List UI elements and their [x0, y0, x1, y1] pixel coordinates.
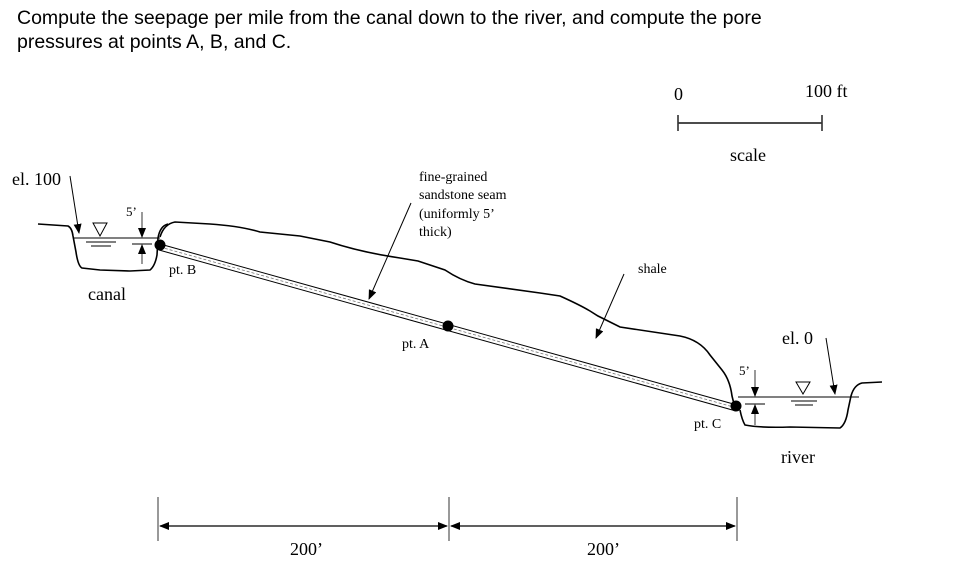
svg-text:thick): thick) [419, 225, 452, 240]
canal-depth-label: 5’ [126, 204, 137, 219]
dimension-lines: 200’ 200’ [157, 497, 738, 559]
seam-label: fine-grained sandstone seam (uniformly 5… [368, 170, 507, 300]
point-b-label: pt. B [169, 263, 196, 278]
shale-label: shale [638, 262, 667, 277]
river-label: river [781, 447, 815, 467]
svg-text:sandstone seam: sandstone seam [419, 188, 507, 203]
canal-elevation-label: el. 100 [12, 169, 61, 189]
svg-text:fine-grained: fine-grained [419, 170, 487, 185]
canal: el. 100 5’ canal [12, 169, 169, 304]
river-bank [739, 381, 883, 429]
shale-pointer-arrow [595, 273, 625, 339]
dimension-left-label: 200’ [290, 539, 323, 559]
svg-text:(uniformly 5’: (uniformly 5’ [419, 207, 495, 222]
seam-pointer-arrow [368, 202, 412, 300]
point-c-marker [730, 400, 742, 412]
canal-bank [37, 223, 169, 272]
scale-end-label: 100 ft [805, 81, 848, 101]
canal-elevation-arrow [69, 175, 82, 234]
ground-surface [159, 221, 735, 405]
point-b-marker [154, 239, 166, 251]
water-level-icon [795, 381, 811, 395]
water-level-icon [92, 222, 108, 238]
point-a-marker [442, 320, 454, 332]
problem-statement: Compute the seepage per mile from the ca… [17, 6, 937, 54]
problem-line-2: pressures at points A, B, and C. [17, 31, 292, 53]
dimension-right-label: 200’ [587, 539, 620, 559]
canal-label: canal [88, 284, 126, 304]
river-elevation-label: el. 0 [782, 328, 813, 348]
scale-bar: 0 100 ft scale [674, 81, 848, 165]
river: el. 0 5’ river [738, 328, 883, 467]
point-c-label: pt. C [694, 417, 721, 432]
river-elevation-arrow [825, 337, 838, 395]
scale-start-label: 0 [674, 84, 683, 104]
river-depth-label: 5’ [739, 363, 750, 378]
scale-label: scale [730, 145, 766, 165]
point-a-label: pt. A [402, 337, 430, 352]
problem-line-1: Compute the seepage per mile from the ca… [17, 7, 762, 29]
